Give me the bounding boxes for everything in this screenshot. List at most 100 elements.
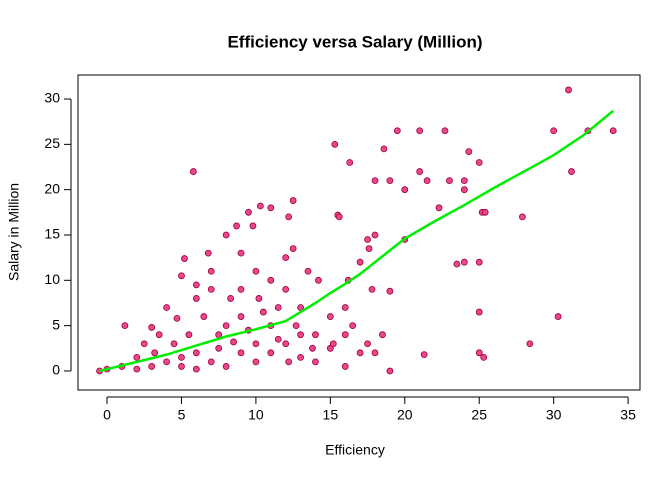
data-point xyxy=(420,351,428,359)
data-point xyxy=(227,295,234,302)
data-point xyxy=(289,197,297,204)
data-point xyxy=(380,145,388,153)
data-point xyxy=(341,304,349,311)
data-point xyxy=(267,349,275,357)
x-tick-label: 0 xyxy=(103,407,111,423)
data-point xyxy=(274,304,282,311)
data-point xyxy=(356,349,364,357)
x-tick-label: 35 xyxy=(620,407,636,423)
data-point xyxy=(267,276,275,284)
data-point xyxy=(312,331,319,339)
data-point xyxy=(207,358,215,366)
data-point xyxy=(441,127,449,135)
data-point xyxy=(364,340,371,348)
data-point xyxy=(256,202,264,210)
data-point xyxy=(371,231,379,239)
data-point xyxy=(178,353,185,361)
data-point xyxy=(326,313,334,320)
data-point xyxy=(215,331,223,339)
data-point xyxy=(200,313,208,320)
data-point xyxy=(329,340,337,348)
data-point xyxy=(222,322,230,330)
data-point xyxy=(446,177,453,185)
data-point xyxy=(416,168,424,175)
data-point xyxy=(192,281,200,289)
data-point xyxy=(249,222,257,230)
data-point xyxy=(233,222,240,230)
data-point xyxy=(481,208,489,216)
data-point xyxy=(346,159,354,166)
y-axis-label: Salary in Million xyxy=(6,183,22,281)
data-point xyxy=(237,249,245,257)
data-point xyxy=(192,349,200,357)
data-point xyxy=(237,313,245,320)
data-point xyxy=(178,363,185,370)
data-point xyxy=(401,186,409,194)
y-tick-label: 5 xyxy=(52,316,60,332)
data-point xyxy=(282,340,290,348)
data-point xyxy=(185,331,193,339)
data-point xyxy=(230,338,237,346)
data-point xyxy=(309,344,316,352)
data-point xyxy=(289,245,297,252)
data-point xyxy=(554,313,562,320)
data-point xyxy=(215,344,223,352)
data-point xyxy=(285,213,293,221)
data-point xyxy=(133,353,141,361)
data-point xyxy=(386,177,394,185)
data-point xyxy=(379,331,386,339)
data-point xyxy=(252,340,260,348)
data-point xyxy=(453,260,461,268)
data-point xyxy=(133,365,141,373)
data-point xyxy=(140,340,148,348)
x-tick-label: 25 xyxy=(471,407,487,423)
data-point xyxy=(245,208,252,216)
data-point xyxy=(475,308,483,316)
y-tick-label: 25 xyxy=(44,135,60,151)
data-point xyxy=(237,285,245,293)
data-point xyxy=(341,331,349,339)
data-point xyxy=(207,267,215,275)
data-point xyxy=(292,322,300,330)
data-point xyxy=(465,148,473,155)
data-point xyxy=(364,236,371,243)
data-point xyxy=(163,304,170,311)
data-point xyxy=(371,349,379,357)
y-tick-label: 30 xyxy=(44,90,60,106)
x-tick-label: 15 xyxy=(323,407,339,423)
data-point xyxy=(393,127,401,135)
data-point xyxy=(297,304,304,311)
x-tick-label: 30 xyxy=(546,407,562,423)
data-point xyxy=(368,285,376,293)
data-point xyxy=(312,358,319,366)
data-point xyxy=(335,213,343,221)
data-point xyxy=(237,349,245,357)
data-point xyxy=(475,159,483,166)
x-tick-label: 10 xyxy=(248,407,264,423)
data-point xyxy=(151,349,159,357)
data-point xyxy=(155,331,163,339)
data-point xyxy=(259,308,267,316)
data-point xyxy=(416,127,424,135)
data-point xyxy=(222,363,230,370)
data-point xyxy=(297,353,304,361)
data-point xyxy=(282,285,290,293)
data-point xyxy=(568,168,575,175)
data-point xyxy=(526,340,534,348)
data-point xyxy=(518,213,526,221)
data-point xyxy=(371,177,379,185)
data-point xyxy=(460,177,468,185)
data-point xyxy=(480,353,488,361)
data-point xyxy=(148,324,156,331)
data-point xyxy=(282,254,290,262)
data-point xyxy=(315,276,322,284)
data-point xyxy=(435,204,443,212)
x-axis-label: Efficiency xyxy=(325,442,385,458)
y-tick-label: 10 xyxy=(44,271,60,287)
data-point xyxy=(173,314,181,322)
data-point xyxy=(192,365,200,373)
plot-frame xyxy=(77,74,641,391)
data-point xyxy=(423,177,431,185)
data-point xyxy=(163,358,170,366)
